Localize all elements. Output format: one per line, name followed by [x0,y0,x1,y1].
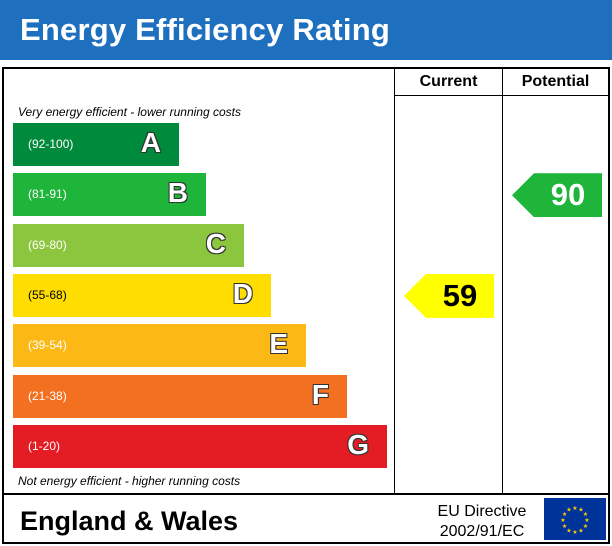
band-range-label: (69-80) [28,237,67,252]
star-icon: ★ [562,511,567,518]
star-icon: ★ [584,517,589,524]
rating-band-f: (21-38) F [13,374,347,418]
eu-flag-icon: ★ ★ ★ ★ ★ ★ ★ ★ ★ ★ ★ ★ [544,498,606,540]
column-header-potential: Potential [521,73,590,90]
star-icon: ★ [560,517,565,524]
rating-band-c: (69-80) C [13,223,244,267]
header-bar: Energy Efficiency Rating [0,0,612,60]
potential-rating-value: 90 [550,177,586,213]
current-rating-arrow: 59 [404,273,494,318]
rating-band-a: (92-100) A [13,123,179,166]
current-rating-value: 59 [442,277,478,313]
rating-band-b: (81-91) B [13,173,206,217]
band-range-label: (55-68) [28,287,67,302]
column-header-current: Current [419,73,478,90]
rating-band-e: (39-54) E [13,324,306,368]
page-title: Energy Efficiency Rating [20,12,391,47]
note-efficient: Very energy efficient - lower running co… [18,105,241,119]
star-icon: ★ [583,511,588,518]
star-icon: ★ [566,527,571,534]
star-icon: ★ [566,507,571,514]
band-letter: E [269,328,288,360]
star-icon: ★ [578,507,583,514]
divider-potential [502,69,503,493]
star-icon: ★ [562,523,567,530]
region-label: England & Wales [20,506,239,536]
star-icon: ★ [578,527,583,534]
rating-band-g: (1-20) G [13,424,387,468]
band-letter: B [167,177,188,209]
divider-current [394,69,395,493]
star-icon: ★ [583,523,588,530]
band-letter: F [311,378,329,410]
band-range-label: (1-20) [28,438,61,453]
band-letter: C [205,227,226,259]
band-letter: G [347,428,369,460]
band-range-label: (21-38) [28,388,67,403]
footer-divider [4,493,608,495]
note-inefficient: Not energy efficient - higher running co… [18,474,241,488]
rating-table: Current Potential Very energy efficient … [2,67,610,544]
band-letter: A [140,127,161,158]
directive-line2: 2002/91/EC [439,523,525,540]
band-range-label: (39-54) [28,338,67,353]
band-range-label: (81-91) [28,187,67,202]
potential-rating-arrow: 90 [512,173,602,218]
header-divider [394,95,608,96]
star-icon: ★ [572,505,577,512]
band-range-label: (92-100) [28,137,74,151]
star-icon: ★ [572,529,577,536]
eu-directive: EU Directive 2002/91/EC [422,502,542,542]
directive-line1: EU Directive [437,503,527,520]
rating-band-d: (55-68) D [13,273,271,317]
band-letter: D [232,277,253,309]
